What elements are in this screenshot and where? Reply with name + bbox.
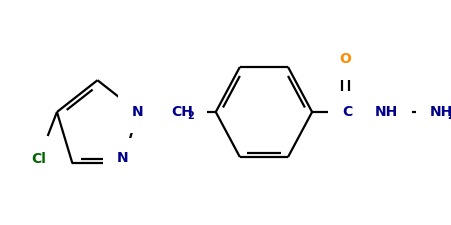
Text: 2: 2: [187, 111, 194, 121]
Text: O: O: [340, 52, 351, 66]
Text: NH: NH: [375, 105, 398, 119]
Text: CH: CH: [171, 105, 193, 119]
Text: C: C: [342, 105, 352, 119]
Text: Cl: Cl: [31, 152, 46, 166]
Text: 2: 2: [447, 111, 451, 121]
Text: N: N: [132, 105, 144, 119]
Text: NH: NH: [430, 105, 451, 119]
Text: N: N: [117, 151, 129, 165]
